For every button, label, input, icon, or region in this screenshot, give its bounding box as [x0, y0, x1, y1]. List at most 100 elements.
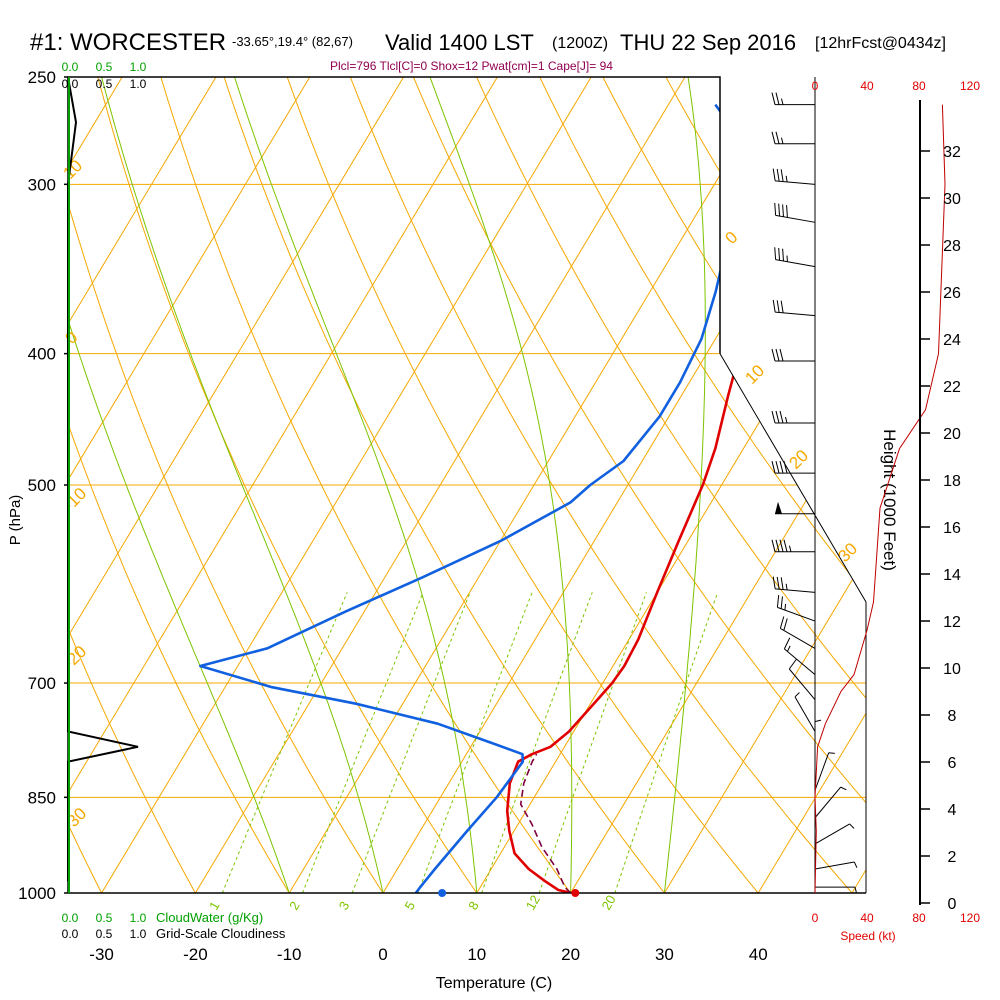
height-tick-label: 2	[948, 849, 957, 866]
dry-adiabat-line	[349, 77, 853, 893]
plot-frame-diagonal	[719, 353, 867, 603]
height-tick-label: 22	[943, 379, 961, 396]
wind-barb-flag	[775, 460, 780, 474]
wind-barb-flag	[779, 539, 784, 552]
height-tick-label: 4	[948, 802, 957, 819]
wind-barb	[774, 202, 816, 223]
pressure-tick-label: 250	[28, 68, 56, 87]
wind-barb-staff	[775, 180, 816, 185]
isotherm-label: -30	[59, 804, 90, 835]
wind-barb-flag	[782, 204, 784, 217]
cloudiness-tick-bottom: 0.0	[62, 927, 79, 941]
station-coords: -33.65°,19.4° (82,67)	[232, 34, 353, 49]
moist-adiabat-line	[663, 77, 706, 893]
mixing-ratio-label: 20	[599, 892, 619, 912]
moist-adiabat-line	[68, 77, 290, 893]
wind-barb-flag	[776, 300, 780, 313]
wind-barb-half	[849, 823, 855, 829]
height-tick-label: 26	[943, 285, 961, 302]
isotherm-label: 0	[721, 228, 741, 248]
isotherm-line	[68, 77, 311, 893]
wind-barb	[774, 247, 816, 268]
mixing-ratio-line	[538, 592, 647, 893]
dry-adiabat-line	[412, 77, 866, 893]
speed-tick-top: 0	[812, 79, 819, 93]
wind-barb-flag	[775, 131, 780, 144]
mixing-ratio-line	[221, 592, 348, 893]
mixing-ratio-line	[302, 592, 424, 893]
wind-barb-flag	[771, 460, 776, 474]
pressure-tick-label: 850	[28, 788, 56, 807]
cloudwater-tick-bottom: 0.0	[62, 911, 79, 925]
wind-barb	[814, 786, 847, 819]
temperature-profile	[505, 104, 764, 893]
pressure-tick-label: 300	[28, 175, 56, 194]
wind-barb	[779, 616, 816, 649]
wind-barb-flag	[780, 577, 784, 590]
surface-dewpoint-dot	[438, 889, 447, 897]
height-tick-label: 30	[943, 191, 961, 208]
height-tick-label: 32	[943, 144, 961, 161]
wind-barb	[771, 460, 815, 474]
axes-layer: 1 2 3 5 8 12 200102030100-10-20-30250300400500…	[18, 60, 980, 964]
mixing-ratio-label: 12	[523, 892, 543, 912]
wind-barb	[771, 92, 815, 106]
utc-time: (1200Z)	[552, 35, 608, 52]
isotherm-line	[101, 77, 592, 893]
temperature-tick-label: -20	[183, 945, 208, 964]
wind-barb-staff	[775, 214, 816, 223]
height-tick-label: 28	[943, 238, 961, 255]
wind-barb-flag	[771, 348, 776, 362]
temperature-tick-label: 40	[749, 945, 768, 964]
dewpoint-profile	[199, 103, 730, 893]
wind-barb-flag	[779, 348, 784, 362]
wind-barb-flag	[772, 299, 776, 313]
wind-barb	[783, 637, 816, 675]
isotherm-line	[851, 77, 866, 893]
pressure-tick-label: 400	[28, 345, 56, 364]
height-tick-label: 24	[943, 332, 961, 349]
wind-barb-half	[814, 719, 822, 723]
isotherm-line	[288, 77, 780, 893]
wind-barb-staff	[814, 786, 842, 819]
height-tick-label: 8	[948, 708, 957, 725]
wind-barb-flag	[780, 596, 783, 609]
temperature-tick-label: 20	[561, 945, 580, 964]
wind-barb-flag	[771, 410, 776, 424]
wind-barb	[775, 501, 815, 515]
wind-barb	[771, 131, 815, 145]
x-axis-label: Temperature (C)	[436, 975, 552, 992]
station-title: #1: WORCESTER	[30, 29, 226, 56]
cloudwater-tick-top: 0.5	[96, 60, 113, 74]
height-tick-label: 6	[948, 755, 957, 772]
wind-barb-half	[794, 692, 800, 698]
wind-barb-flag	[776, 576, 780, 590]
mixing-ratio-label: 3	[336, 899, 353, 913]
wind-barb-staff	[794, 696, 816, 732]
isotherm-line	[663, 77, 866, 893]
valid-time: Valid 1400 LST	[385, 30, 534, 55]
mixing-ratio-line	[614, 592, 719, 893]
wind-barb-half	[781, 98, 784, 105]
wind-barb-staff	[814, 861, 855, 870]
wind-barb-flag	[771, 131, 776, 144]
mixing-ratio-label: 5	[402, 899, 419, 913]
wind-barb	[814, 752, 835, 791]
temperature-tick-label: 30	[655, 945, 674, 964]
wind-barb-staff	[775, 588, 816, 593]
wind-barb	[814, 861, 858, 870]
wind-speed-profile	[814, 104, 946, 894]
wind-barb-flag	[779, 410, 784, 424]
profiles-layer	[199, 103, 764, 893]
dry-adiabat-line	[0, 77, 8, 893]
wind-barb-flag	[783, 539, 788, 552]
wind-barb-staff	[814, 752, 830, 791]
wind-barb-half	[785, 583, 788, 590]
wind-barb-flag	[782, 248, 784, 262]
height-tick-label: 20	[943, 426, 961, 443]
wind-barb	[771, 348, 815, 362]
grid-layer	[0, 77, 866, 893]
wind-barb-flag	[780, 169, 784, 182]
wind-barb-flag	[772, 576, 776, 589]
isotherm-label: 10	[59, 156, 86, 183]
